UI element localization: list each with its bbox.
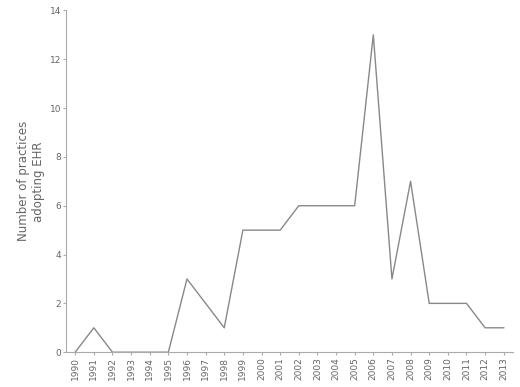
Y-axis label: Number of practices
adopting EHR: Number of practices adopting EHR (17, 121, 45, 241)
